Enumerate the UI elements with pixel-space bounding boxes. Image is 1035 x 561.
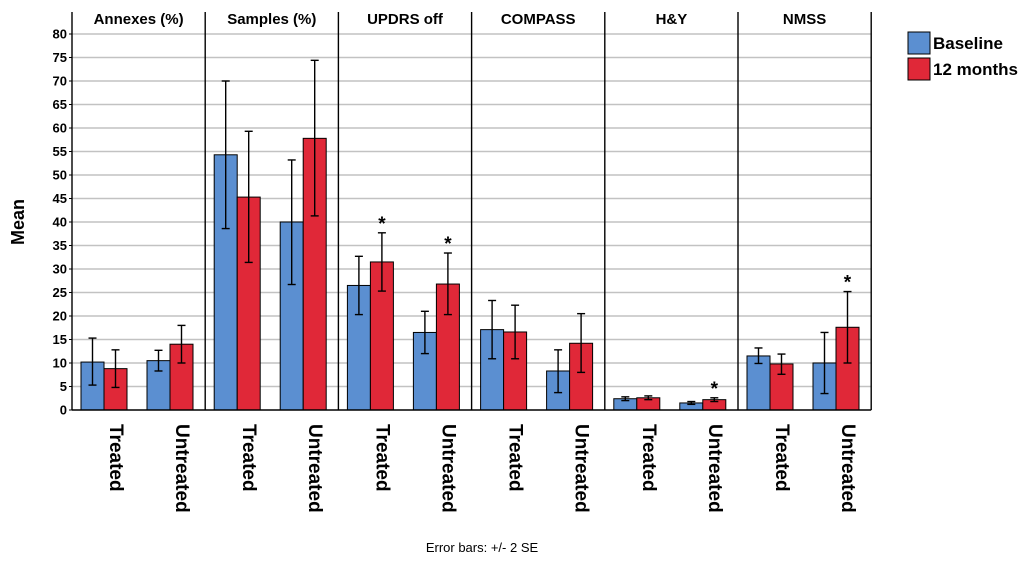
footnote: Error bars: +/- 2 SE	[426, 540, 539, 555]
panel-layer: Annexes (%) Treated Untreated Samples (%) Tr…	[71, 11, 872, 513]
panel: UPDRS off * Treated * Untreated	[337, 11, 460, 513]
panel: NMSS Treated * Untreated	[737, 11, 860, 513]
significance-star: *	[711, 379, 719, 400]
y-tick-label: 50	[53, 168, 67, 183]
category-label: Untreated	[704, 424, 725, 513]
y-tick-label: 80	[53, 27, 67, 42]
y-tick-label: 5	[60, 379, 67, 394]
panel: COMPASS Treated Untreated	[470, 11, 594, 513]
category-label: Treated	[771, 424, 792, 492]
y-tick-label: 55	[53, 144, 67, 159]
y-tick-label: 65	[53, 97, 67, 112]
legend-swatch	[907, 57, 931, 81]
category-label: Untreated	[571, 424, 592, 513]
panel: Samples (%) Treated Untreated	[204, 11, 327, 513]
panel-title: COMPASS	[501, 11, 576, 28]
category-label: Untreated	[837, 424, 858, 513]
significance-star: *	[378, 214, 386, 235]
y-tick-label: 35	[53, 238, 67, 253]
y-axis: 0 5 10 15 20 25 30 35 40 45 50 55 60 65 70 75 80	[53, 27, 72, 418]
y-tick-label: 40	[53, 215, 67, 230]
y-tick-label: 10	[53, 356, 67, 371]
category-label: Treated	[505, 424, 526, 492]
category-label: Untreated	[171, 424, 192, 513]
y-axis-label: Mean	[8, 199, 28, 245]
category-label: Treated	[105, 424, 126, 492]
y-tick-label: 20	[53, 309, 67, 324]
y-tick-label: 25	[53, 285, 67, 300]
y-tick-label: 0	[60, 403, 67, 418]
y-tick-label: 75	[53, 50, 67, 65]
category-label: Treated	[238, 424, 259, 492]
category-label: Treated	[638, 424, 659, 492]
legend: Baseline 12 months	[907, 31, 1018, 81]
y-tick-label: 60	[53, 121, 67, 136]
y-tick-label: 70	[53, 74, 67, 89]
significance-star: *	[444, 234, 452, 255]
y-tick-label: 15	[53, 332, 67, 347]
y-tick-label: 30	[53, 262, 67, 277]
panel-title: Samples (%)	[227, 11, 316, 28]
significance-star: *	[844, 273, 852, 294]
panel-title: Annexes (%)	[94, 11, 184, 28]
panel-title: H&Y	[656, 11, 688, 28]
y-tick-label: 45	[53, 191, 67, 206]
legend-label: Baseline	[933, 34, 1003, 53]
panel-title: NMSS	[783, 11, 826, 28]
legend-label: 12 months	[933, 60, 1018, 79]
legend-swatch	[907, 31, 931, 55]
category-label: Untreated	[437, 424, 458, 513]
panel: H&Y Treated * Untreated	[604, 11, 727, 513]
panel: Annexes (%) Treated Untreated	[71, 11, 194, 513]
category-label: Untreated	[304, 424, 325, 513]
category-label: Treated	[371, 424, 392, 492]
panel-title: UPDRS off	[367, 11, 444, 28]
